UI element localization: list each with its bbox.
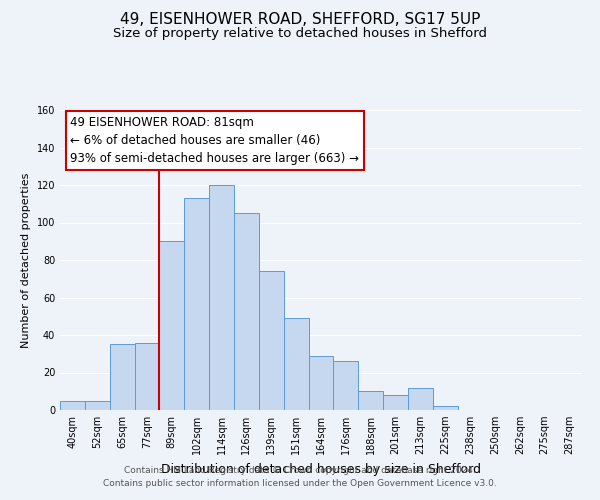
- Bar: [433, 406, 458, 410]
- Bar: [234, 213, 259, 410]
- Bar: [110, 344, 134, 410]
- Text: Size of property relative to detached houses in Shefford: Size of property relative to detached ho…: [113, 28, 487, 40]
- Bar: [209, 185, 234, 410]
- X-axis label: Distribution of detached houses by size in Shefford: Distribution of detached houses by size …: [161, 462, 481, 475]
- Bar: [184, 198, 209, 410]
- Bar: [60, 400, 85, 410]
- Bar: [308, 356, 334, 410]
- Bar: [134, 342, 160, 410]
- Bar: [85, 400, 110, 410]
- Bar: [284, 318, 308, 410]
- Bar: [383, 395, 408, 410]
- Text: Contains HM Land Registry data © Crown copyright and database right 2024.
Contai: Contains HM Land Registry data © Crown c…: [103, 466, 497, 487]
- Bar: [358, 391, 383, 410]
- Bar: [160, 242, 184, 410]
- Bar: [334, 361, 358, 410]
- Text: 49, EISENHOWER ROAD, SHEFFORD, SG17 5UP: 49, EISENHOWER ROAD, SHEFFORD, SG17 5UP: [120, 12, 480, 28]
- Text: 49 EISENHOWER ROAD: 81sqm
← 6% of detached houses are smaller (46)
93% of semi-d: 49 EISENHOWER ROAD: 81sqm ← 6% of detach…: [70, 116, 359, 165]
- Bar: [408, 388, 433, 410]
- Y-axis label: Number of detached properties: Number of detached properties: [21, 172, 31, 348]
- Bar: [259, 271, 284, 410]
